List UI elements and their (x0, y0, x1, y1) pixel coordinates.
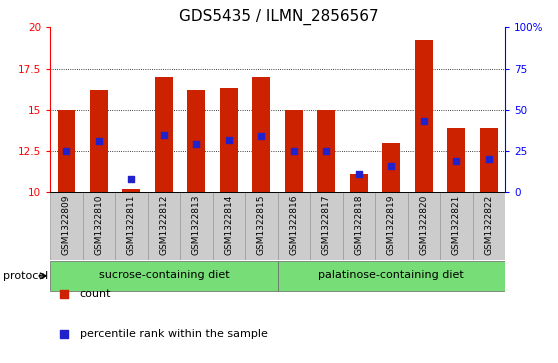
Bar (180, 192, 213, 260)
Text: GSM1322822: GSM1322822 (484, 195, 493, 255)
Bar (310, 192, 343, 260)
Text: GSM1322810: GSM1322810 (94, 195, 103, 255)
Text: percentile rank within the sample: percentile rank within the sample (80, 329, 268, 339)
Bar (187, 90, 205, 192)
Point (484, 156, 493, 162)
Text: GSM1322816: GSM1322816 (290, 195, 299, 255)
Bar (220, 88, 238, 192)
Bar (285, 110, 303, 192)
Bar (83, 192, 115, 260)
Text: GSM1322814: GSM1322814 (224, 195, 233, 255)
Point (322, 148, 331, 154)
Text: GSM1322812: GSM1322812 (160, 195, 169, 255)
Point (94, 138, 103, 144)
Bar (415, 40, 432, 192)
Bar (155, 77, 173, 192)
Text: count: count (80, 289, 111, 299)
Text: protocol: protocol (3, 271, 48, 281)
Bar (252, 77, 270, 192)
Text: GSM1322813: GSM1322813 (192, 195, 201, 255)
Bar (480, 128, 498, 192)
Bar (50, 261, 277, 290)
Bar (448, 128, 465, 192)
Point (224, 136, 233, 142)
Text: GSM1322819: GSM1322819 (387, 195, 396, 255)
Text: palatinose-containing diet: palatinose-containing diet (319, 270, 464, 280)
Bar (123, 189, 141, 192)
Point (127, 176, 136, 182)
Point (452, 158, 461, 164)
Text: GSM1322818: GSM1322818 (354, 195, 363, 255)
Point (59, 331, 68, 337)
Bar (148, 192, 180, 260)
Point (290, 148, 299, 154)
Text: GSM1322817: GSM1322817 (322, 195, 331, 255)
Point (419, 118, 428, 124)
Point (59, 291, 68, 297)
Text: GSM1322809: GSM1322809 (62, 195, 71, 255)
Text: GSM1322820: GSM1322820 (419, 195, 429, 255)
Point (192, 142, 201, 147)
Text: GSM1322821: GSM1322821 (452, 195, 461, 255)
Bar (115, 192, 148, 260)
Bar (57, 110, 75, 192)
Point (160, 132, 169, 138)
Bar (350, 174, 368, 192)
Text: sucrose-containing diet: sucrose-containing diet (99, 270, 229, 280)
Point (62, 148, 71, 154)
Bar (407, 192, 440, 260)
Bar (318, 110, 335, 192)
Bar (213, 192, 245, 260)
Bar (343, 192, 375, 260)
Point (354, 171, 363, 177)
Bar (473, 192, 505, 260)
Bar (440, 192, 473, 260)
Text: GDS5435 / ILMN_2856567: GDS5435 / ILMN_2856567 (179, 9, 379, 25)
Bar (375, 192, 407, 260)
Point (257, 133, 266, 139)
Text: GSM1322815: GSM1322815 (257, 195, 266, 255)
Text: GSM1322811: GSM1322811 (127, 195, 136, 255)
Bar (90, 90, 108, 192)
Bar (382, 143, 400, 192)
Bar (277, 192, 310, 260)
Bar (277, 261, 505, 290)
Point (387, 163, 396, 169)
Bar (245, 192, 278, 260)
Bar (50, 192, 83, 260)
